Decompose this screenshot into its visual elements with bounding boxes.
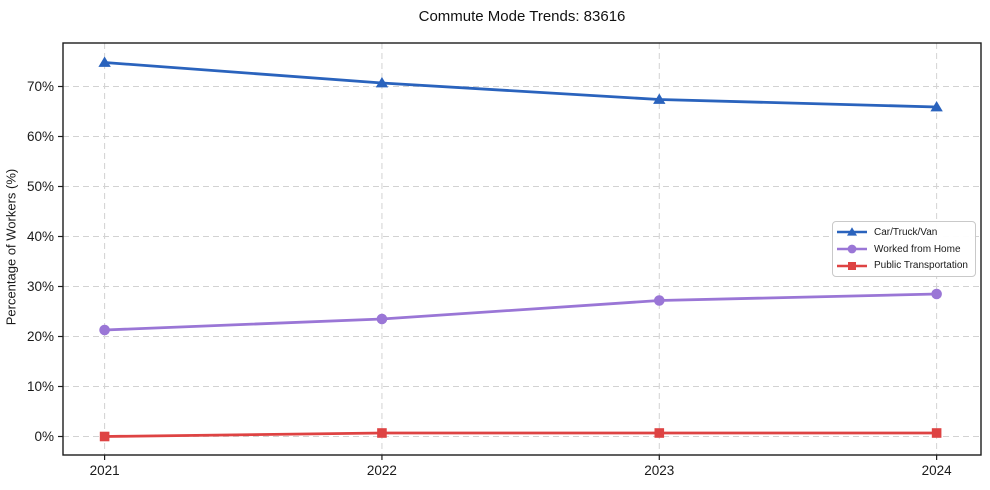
legend-label: Car/Truck/Van: [874, 226, 938, 238]
series-marker-public-transportation: [377, 428, 387, 438]
y-tick-label: 40%: [27, 229, 54, 244]
x-tick-label: 2022: [367, 463, 397, 478]
series-marker-car-truck-van: [98, 56, 111, 67]
legend-label: Worked from Home: [874, 243, 961, 255]
series-marker-public-transportation: [99, 431, 110, 442]
legend-triangle-icon: [837, 227, 867, 236]
legend-item-worked-from-home: Worked from Home: [836, 241, 969, 258]
legend-marker-sample: [847, 244, 857, 254]
plot-frame: [62, 42, 982, 456]
y-tick-label: 50%: [27, 179, 54, 194]
legend-circle-icon: [837, 244, 867, 254]
series-marker-worked-from-home: [376, 313, 388, 325]
legend: Car/Truck/Van Worked from Home Public Tran…: [832, 221, 976, 277]
series-marker-public-transportation: [654, 428, 665, 438]
legend-marker-sample: [848, 261, 856, 270]
series-marker-worked-from-home: [653, 295, 665, 306]
x-tick-label: 2023: [644, 463, 674, 478]
series-line-public-transportation: [103, 431, 939, 438]
series-marker-worked-from-home: [99, 324, 110, 336]
series-marker-car-truck-van: [375, 77, 389, 88]
series-line-worked-from-home: [103, 292, 939, 332]
y-tick-label: 20%: [27, 329, 54, 344]
series-marker-car-truck-van: [930, 101, 943, 112]
x-tick-label: 2021: [90, 463, 120, 478]
series-marker-car-truck-van: [653, 93, 666, 104]
series-marker-public-transportation: [931, 428, 942, 438]
legend-item-car-truck-van: Car/Truck/Van: [836, 224, 969, 241]
chart-title: Commute Mode Trends: 83616: [418, 8, 626, 25]
series-line-car-truck-van: [103, 61, 939, 109]
y-tick-label: 70%: [27, 79, 54, 94]
series-marker-worked-from-home: [931, 288, 942, 300]
y-tick-label: 10%: [27, 379, 54, 394]
legend-item-public-transportation: Public Transportation: [836, 257, 969, 274]
legend-label: Public Transportation: [874, 260, 968, 272]
y-tick-label: 30%: [27, 279, 54, 294]
legend-square-icon: [837, 261, 867, 270]
y-tick-label: 60%: [27, 129, 54, 144]
legend-marker-sample: [847, 227, 857, 236]
x-tick-label: 2024: [922, 463, 953, 478]
y-tick-label: 0%: [34, 429, 54, 444]
